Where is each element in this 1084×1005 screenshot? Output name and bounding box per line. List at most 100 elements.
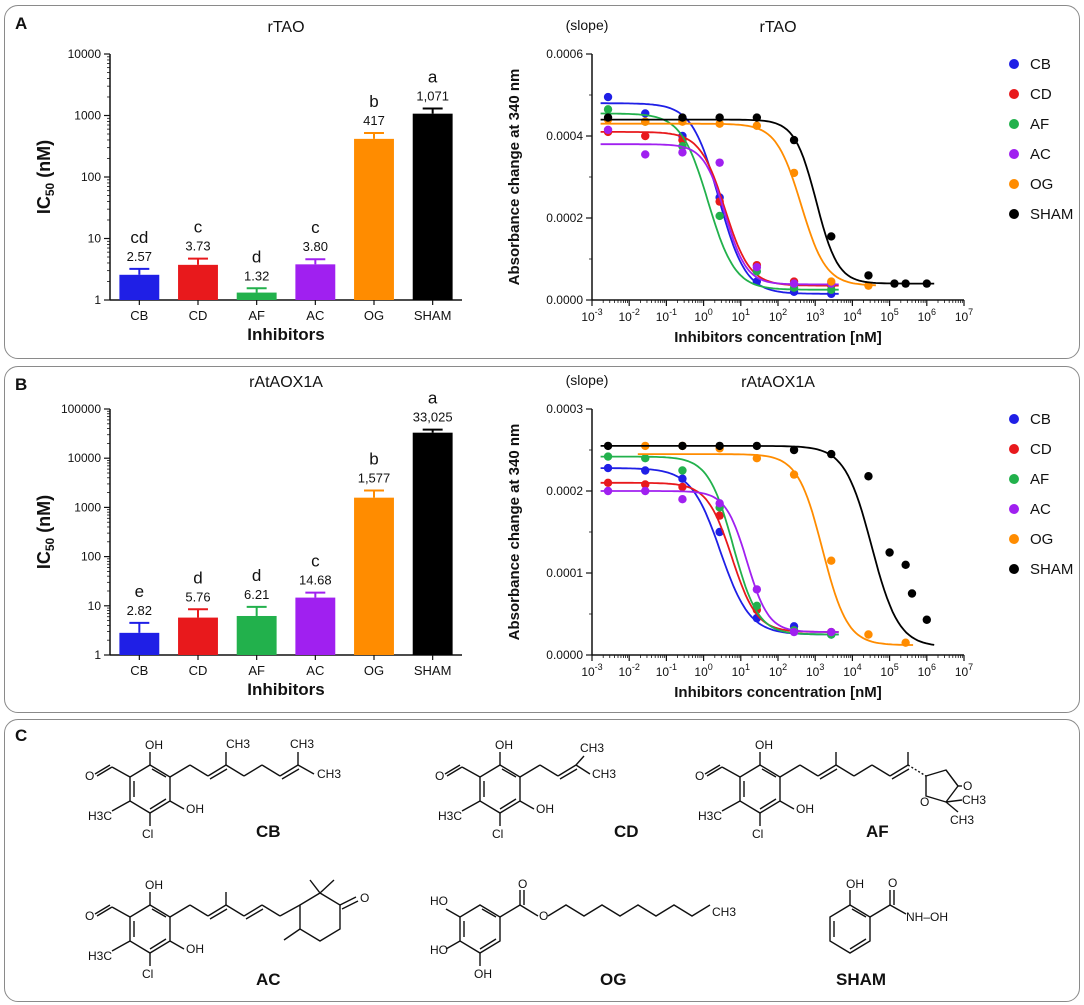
cb-o: O: [85, 769, 94, 783]
a-line-legend-label-cd: CD: [1030, 86, 1052, 103]
ac-oh: OH: [145, 878, 163, 892]
a-line-curve-ac: [600, 143, 839, 286]
structure-label-ac: AC: [256, 970, 281, 989]
a-line-ytick-label-1: 0.0002: [546, 211, 583, 225]
cd-ch3-1: CH3: [580, 741, 604, 755]
a-bar-ytick-label-1: 10: [88, 232, 102, 246]
og-ho-2: HO: [430, 943, 448, 957]
a-line-point-ac-0: [603, 125, 613, 135]
b-line-point-og-5: [827, 556, 836, 565]
a-line-ytick-label-3: 0.0006: [546, 47, 583, 61]
structure-sham: [829, 890, 907, 954]
b-line-point-sham-1: [678, 441, 687, 451]
b-bar-ytick-label-5: 100000: [61, 402, 101, 416]
a-line-ytick-label-0: 0.0000: [546, 293, 583, 307]
a-bar-letter-ac: c: [311, 218, 320, 237]
b-bar-value-label-ac: 14.68: [299, 573, 332, 588]
structure-label-cd: CD: [614, 822, 639, 841]
a-line-point-og-3: [715, 119, 724, 128]
b-line-point-ac-6: [827, 627, 836, 637]
b-line-title: rAtAOX1A: [741, 374, 815, 391]
a-line-point-sham-3: [752, 113, 762, 122]
cd-o: O: [435, 769, 444, 783]
a-line-legend-marker-af: [1009, 119, 1019, 129]
a-line-point-sham-7: [890, 279, 899, 288]
a-line-point-sham-8: [901, 279, 910, 288]
a-bar-category-label-af: AF: [248, 308, 265, 323]
a-line-point-og-5: [789, 168, 799, 178]
cb-cl: Cl: [142, 827, 153, 841]
b-line-point-sham-4: [789, 445, 799, 455]
a-bar-value-label-og: 417: [363, 113, 385, 128]
a-line-legend-label-cb: CB: [1030, 56, 1051, 73]
a-line-point-ac-1: [641, 150, 650, 159]
a-line-ytick-label-2: 0.0004: [546, 129, 583, 143]
b-line-point-cd-3: [715, 511, 724, 520]
a-line-point-og-4: [752, 121, 762, 130]
af-ring-o: O: [920, 795, 929, 809]
cd-h3c: H3C: [438, 809, 462, 823]
b-bar-letter-cd: d: [193, 568, 202, 587]
a-line-title: rTAO: [759, 19, 796, 36]
b-line-curve-og: [637, 453, 914, 646]
sham-o: O: [888, 876, 897, 890]
b-bar-letter-af: d: [252, 566, 261, 585]
b-line-curve-sham: [600, 445, 935, 646]
a-bar-category-label-ac: AC: [306, 308, 324, 323]
og-carbonyl-o: O: [518, 877, 527, 891]
structure-ac: [94, 879, 359, 966]
b-line-legend-label-sham: SHAM: [1030, 561, 1073, 578]
structure-cb: [94, 752, 315, 826]
a-line-point-sham-6: [864, 271, 873, 280]
b-line-point-og-7: [901, 638, 910, 647]
af-o: O: [695, 769, 704, 783]
og-ester-o: O: [539, 909, 548, 923]
b-bar-category-label-og: OG: [364, 663, 384, 678]
cd-ring: [479, 764, 521, 814]
af-h3c: H3C: [698, 809, 722, 823]
af-ring: [739, 764, 781, 814]
a-line-legend-marker-cb: [1009, 59, 1019, 69]
b-line-point-og-6: [864, 630, 873, 639]
og-ho-1: HO: [430, 894, 448, 908]
b-bar-value-label-og: 1,577: [358, 471, 391, 486]
structure-label-af: AF: [866, 822, 889, 841]
a-line-curve-af: [600, 112, 839, 291]
b-line-legend-marker-sham: [1009, 564, 1019, 574]
b-line-point-af-0: [603, 452, 613, 461]
a-bar-ytick-label-0: 1: [94, 293, 101, 307]
af-furanone: [925, 769, 959, 803]
a-line-point-af-6: [827, 285, 836, 294]
b-bar-letter-ac: c: [311, 552, 320, 571]
a-line-legend-marker-sham: [1009, 209, 1019, 219]
b-bar-category-label-sham: SHAM: [414, 663, 452, 678]
b-line-point-cd-1: [641, 480, 650, 489]
b-line-y-title: Absorbance change at 340 nm: [506, 424, 523, 641]
b-line-point-sham-2: [715, 441, 724, 451]
b-line-point-ac-5: [789, 627, 799, 637]
sham-nhoh: NH–OH: [906, 910, 948, 924]
a-bar-letter-sham: a: [428, 67, 438, 86]
b-line-point-af-2: [678, 466, 687, 475]
sham-ring: [829, 904, 871, 954]
cb-oh: OH: [145, 738, 163, 752]
a-line-point-af-3: [715, 211, 724, 221]
a-line-legend-label-af: AF: [1030, 116, 1049, 133]
structure-label-sham: SHAM: [836, 970, 887, 989]
cb-h3c: H3C: [88, 809, 112, 823]
b-line-legend-label-cb: CB: [1030, 411, 1051, 428]
a-bar-letter-af: d: [252, 247, 261, 266]
b-line-point-cb-0: [603, 463, 613, 473]
a-bar-value-label-cd: 3.73: [185, 239, 210, 254]
b-line-legend-label-og: OG: [1030, 531, 1053, 548]
b-bar-letter-sham: a: [428, 389, 438, 408]
ac-h3c: H3C: [88, 949, 112, 963]
b-line-point-cb-2: [678, 474, 687, 483]
a-bar-ytick-label-3: 1000: [74, 109, 101, 123]
a-bar-title: rTAO: [267, 19, 304, 36]
a-bar-ytick-label-2: 100: [81, 170, 101, 184]
a-bar-letter-cd: c: [194, 218, 203, 237]
af-cl: Cl: [752, 827, 763, 841]
a-bar-bar-og: [354, 138, 394, 300]
b-line-point-sham-3: [752, 441, 762, 451]
